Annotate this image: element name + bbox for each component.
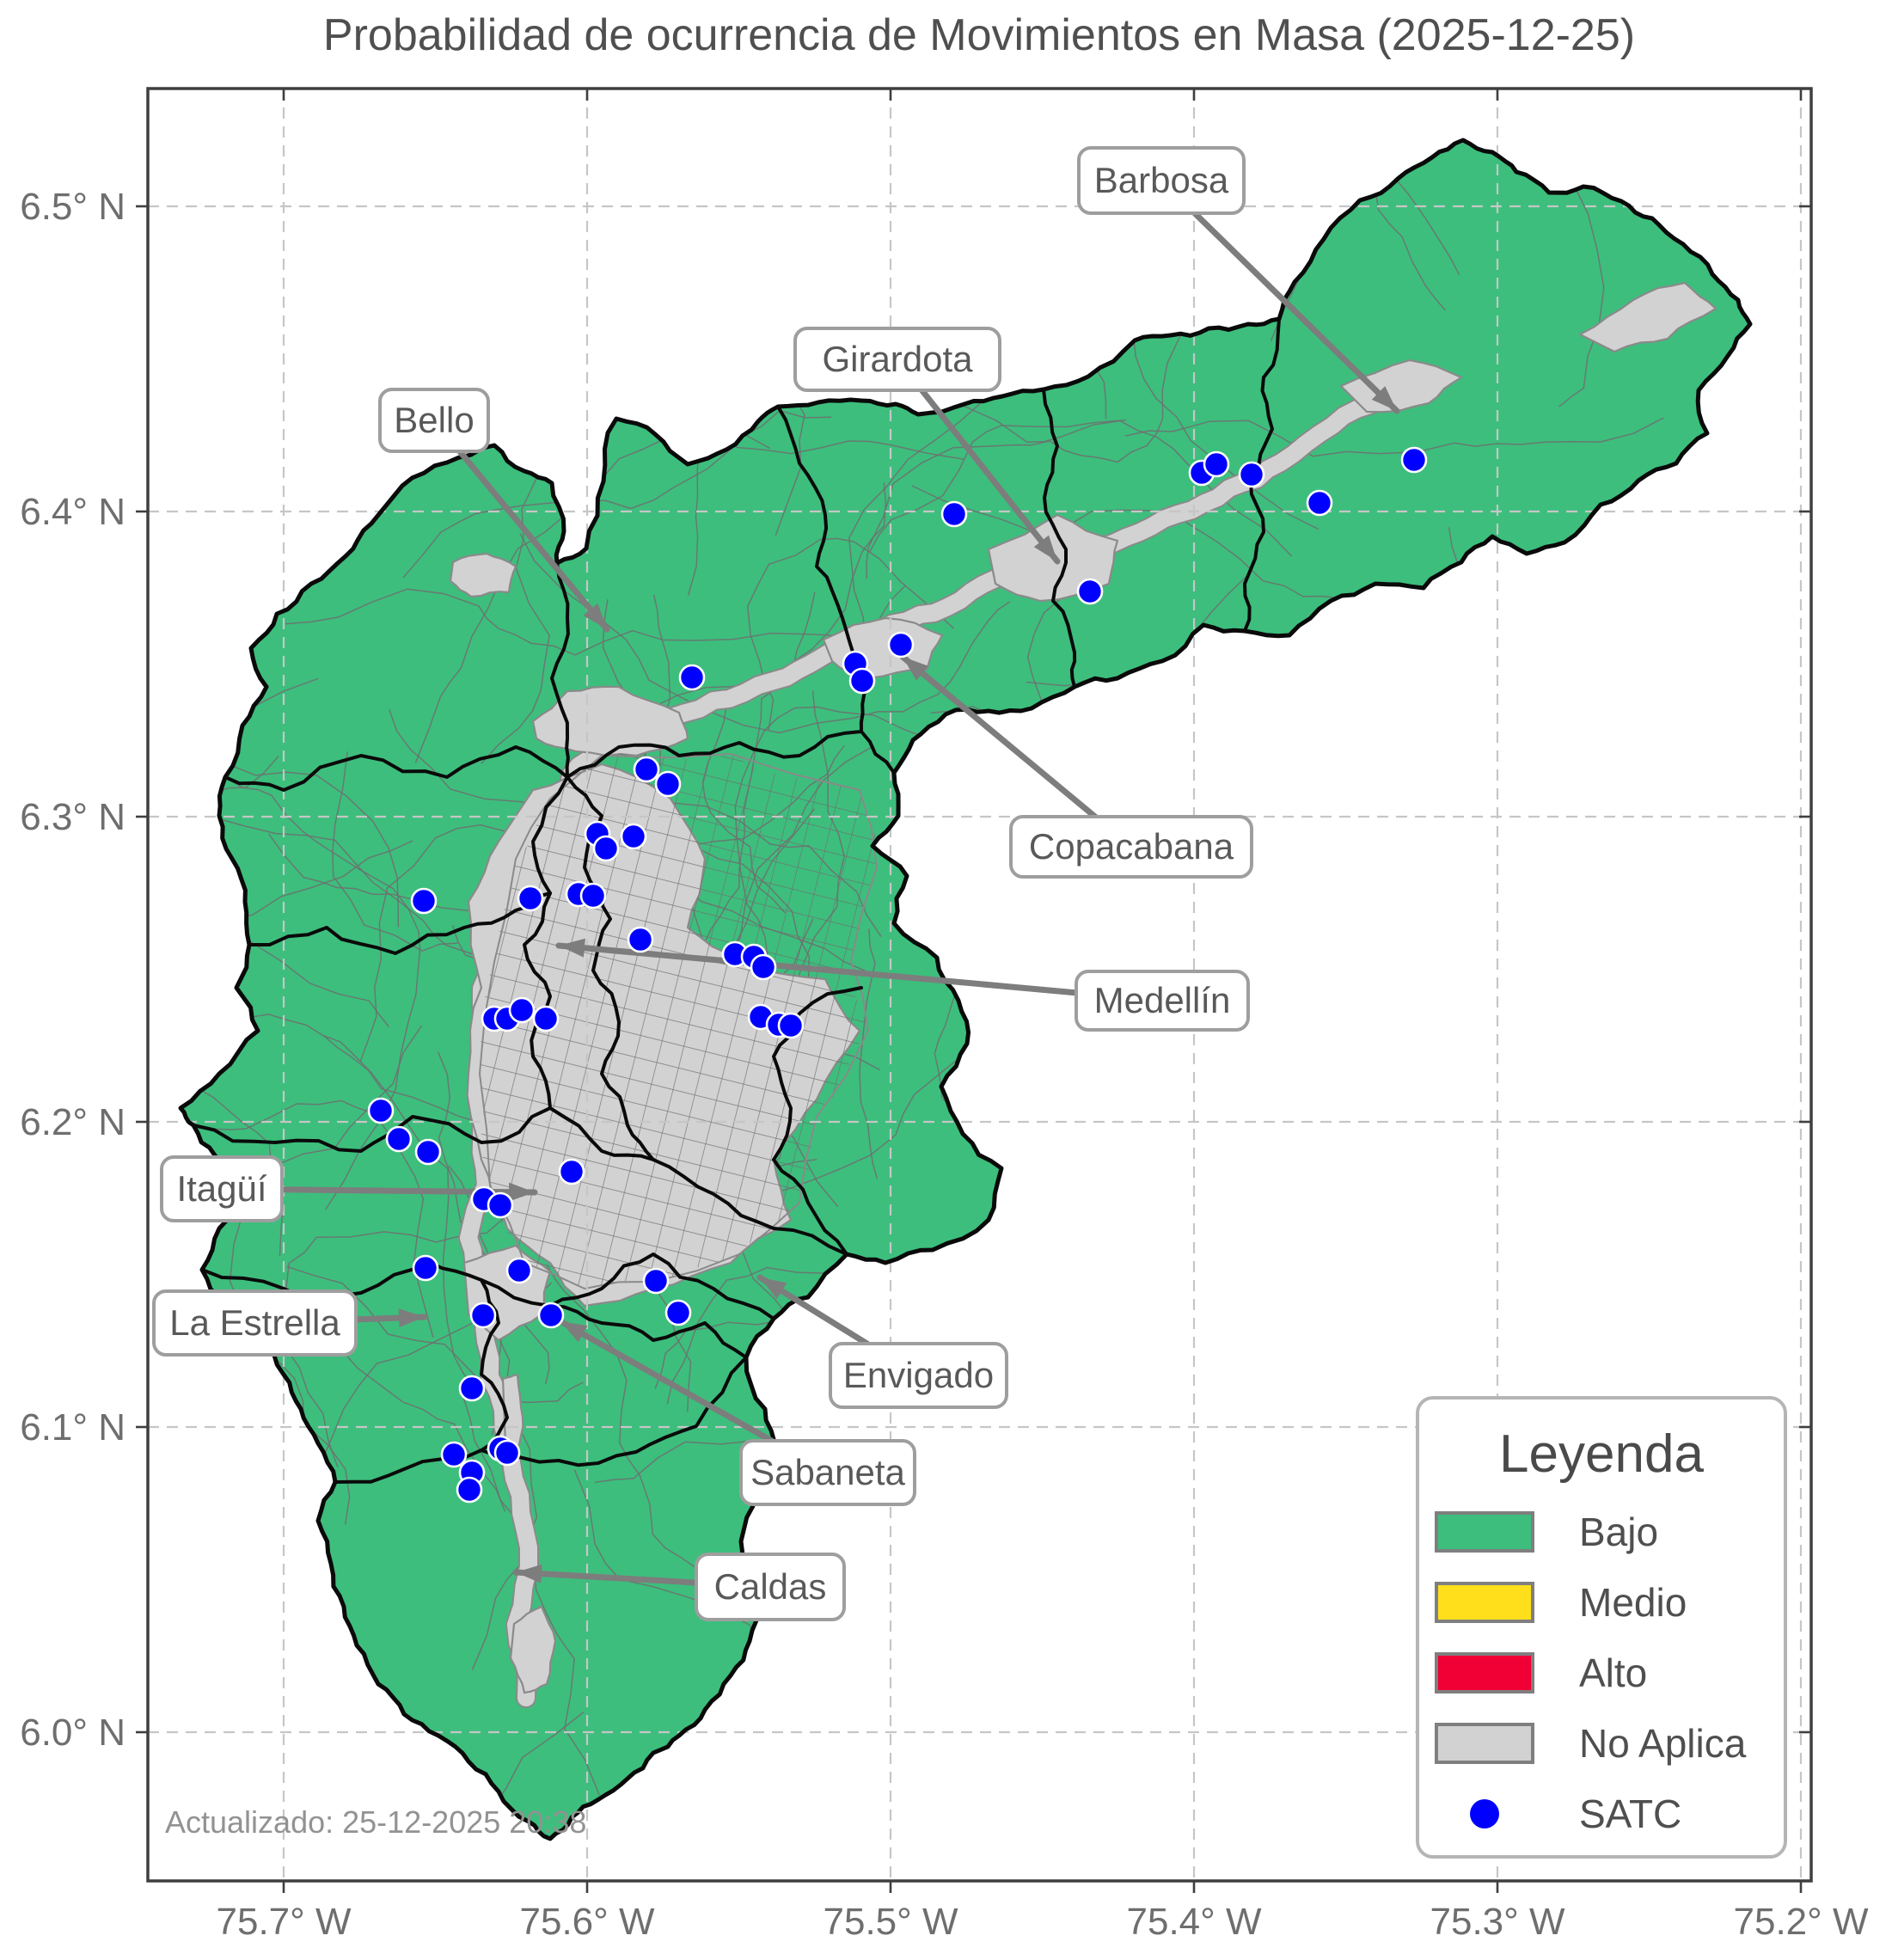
legend-swatch-3	[1435, 1652, 1534, 1694]
satc-point	[532, 1005, 560, 1032]
legend-item-label: Medio	[1579, 1580, 1687, 1625]
map-label-copacabana: Copacabana	[1009, 815, 1253, 879]
map-label-barbosa: Barbosa	[1077, 146, 1246, 215]
updated-timestamp: Actualizado: 25-12-2025 20:38	[165, 1804, 586, 1840]
legend-item-medio: Medio	[1435, 1580, 1687, 1625]
map-label-text: Copacabana	[1029, 826, 1234, 867]
satc-point	[627, 926, 654, 953]
satc-points	[367, 446, 1428, 1504]
satc-point	[414, 1138, 442, 1166]
satc-point	[410, 887, 438, 915]
satc-point	[654, 770, 682, 798]
satc-point	[367, 1097, 395, 1124]
map-label-text: Sabaneta	[750, 1452, 905, 1492]
satc-point	[487, 1191, 514, 1219]
map-label-sabaneta: Sabaneta	[739, 1439, 916, 1506]
satc-point	[505, 1257, 533, 1284]
map-label-girardota: Girardota	[793, 327, 1001, 392]
satc-point	[633, 756, 660, 783]
legend-item-satc: SATC	[1470, 1792, 1681, 1836]
satc-point	[508, 996, 536, 1024]
satc-point	[558, 1158, 585, 1185]
x-tick-label: 75.4° W	[1127, 1901, 1262, 1943]
y-tick-label: 6.3° N	[20, 796, 126, 838]
satc-point	[592, 835, 620, 862]
legend-title: Leyenda	[1499, 1424, 1704, 1484]
legend-item-label: Bajo	[1579, 1510, 1658, 1554]
satc-point	[678, 664, 706, 691]
legend-item-label: SATC	[1579, 1792, 1681, 1836]
satc-point	[412, 1254, 439, 1282]
satc-point	[458, 1375, 486, 1402]
satc-point	[1076, 578, 1104, 605]
satc-point	[537, 1302, 565, 1329]
legend-swatch-1	[1435, 1511, 1534, 1553]
legend-item-bajo: Bajo	[1435, 1510, 1658, 1554]
x-tick-label: 75.6° W	[520, 1901, 655, 1943]
legend-swatch-4	[1435, 1723, 1534, 1764]
satc-point	[493, 1439, 521, 1467]
y-tick-label: 6.4° N	[20, 491, 126, 533]
legend-item-label: Alto	[1579, 1651, 1647, 1695]
x-tick-label: 75.2° W	[1734, 1901, 1869, 1943]
axis-ticks: 75.7° W 75.6° W 75.5° W 75.4° W 75.3° W 75.2°…	[20, 89, 1869, 1943]
satc-point	[642, 1267, 670, 1295]
legend-swatch-2	[1435, 1582, 1534, 1623]
y-tick-label: 6.2° N	[20, 1101, 126, 1143]
satc-point	[385, 1125, 413, 1153]
legend-item-label: No Aplica	[1579, 1721, 1747, 1766]
y-tick-label: 6.1° N	[20, 1406, 126, 1449]
map-label-text: Girardota	[822, 339, 973, 379]
legend-satc-dot	[1470, 1799, 1499, 1828]
municipality-borders	[192, 317, 1281, 1484]
satc-point	[750, 953, 777, 981]
satc-point	[1203, 450, 1230, 478]
map-label-bello: Bello	[378, 388, 490, 453]
satc-point	[848, 667, 876, 695]
legend-item-alto: Alto	[1435, 1651, 1647, 1695]
map-label-envigado: Envigado	[829, 1342, 1008, 1409]
map-label-text: La Estrella	[169, 1302, 340, 1343]
satc-point	[579, 882, 607, 910]
map-label-text: Caldas	[714, 1566, 827, 1607]
map-label-itagui: Itagüí	[160, 1155, 284, 1222]
x-tick-label: 75.7° W	[217, 1901, 352, 1943]
satc-point	[440, 1441, 468, 1468]
satc-point	[1238, 461, 1265, 488]
map-label-text: Itagüí	[176, 1168, 266, 1209]
satc-point	[664, 1299, 692, 1326]
map-label-la-estrella: La Estrella	[152, 1289, 358, 1357]
satc-point	[777, 1012, 805, 1039]
satc-point	[469, 1302, 497, 1329]
satc-point	[456, 1476, 483, 1504]
municipality-labels: Barbosa Girardota Bello Copacabana Medellín I…	[152, 146, 1253, 1621]
satc-point	[620, 823, 647, 850]
legend: Leyenda Bajo Medio Alto No Aplica SATC	[1416, 1396, 1787, 1859]
map-land	[181, 140, 1750, 1839]
y-tick-label: 6.5° N	[20, 186, 126, 228]
satc-point	[1306, 489, 1333, 517]
map-label-text: Medellín	[1094, 980, 1231, 1020]
plot-frame	[146, 87, 1813, 1883]
annotation-arrows	[279, 210, 1400, 1586]
map-label-text: Envigado	[843, 1355, 994, 1395]
map-label-medellin: Medellín	[1075, 970, 1250, 1032]
x-tick-label: 75.5° W	[824, 1901, 958, 1943]
map-label-text: Bello	[394, 400, 474, 440]
legend-item-no-aplica: No Aplica	[1435, 1721, 1747, 1766]
map-label-caldas: Caldas	[695, 1553, 846, 1621]
x-tick-label: 75.3° W	[1430, 1901, 1565, 1943]
satc-point	[1400, 446, 1428, 474]
page-title: Probabilidad de ocurrencia de Movimiento…	[323, 10, 1635, 60]
map-label-text: Barbosa	[1094, 160, 1229, 200]
satc-point	[887, 631, 915, 658]
satc-point	[517, 885, 544, 912]
y-tick-label: 6.0° N	[20, 1712, 126, 1754]
satc-point	[940, 500, 968, 528]
